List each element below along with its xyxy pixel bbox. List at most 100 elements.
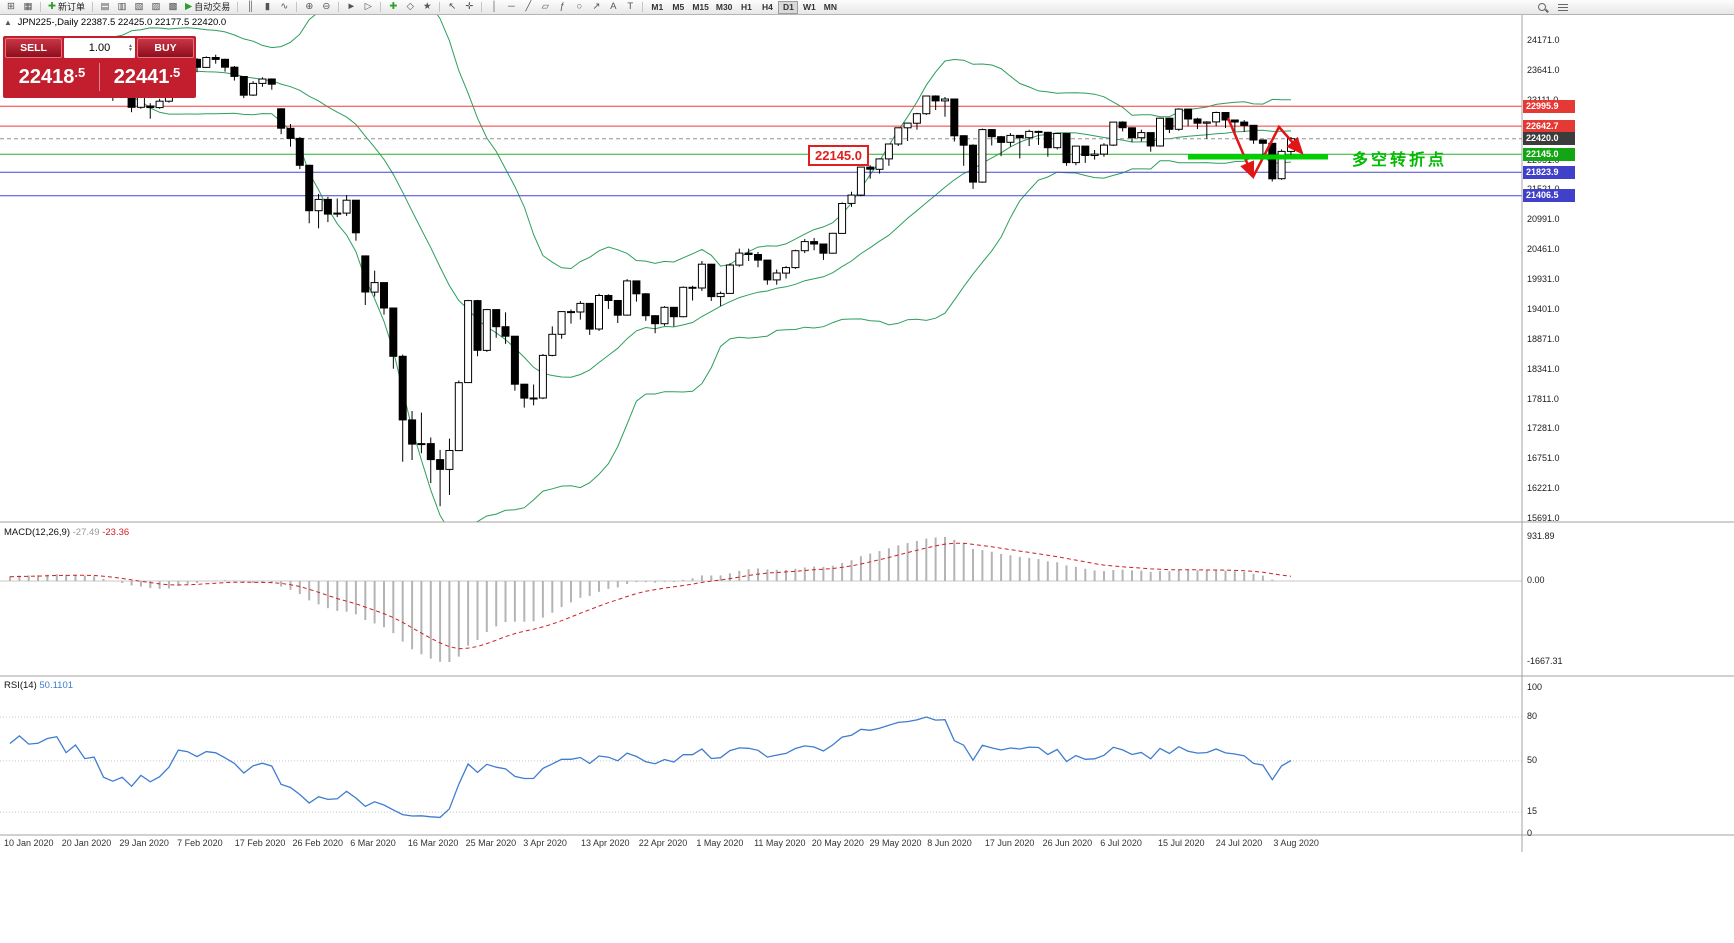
price-axis-tick: 17811.0 (1527, 393, 1559, 404)
date-axis-label: 17 Jun 2020 (984, 838, 1035, 848)
search-icon[interactable] (1534, 1, 1551, 14)
market-watch-icon[interactable]: ▤ (97, 1, 113, 14)
price-tag-22420.0: 22420.0 (1523, 132, 1575, 146)
ellipse-icon: ○ (576, 1, 583, 13)
cursor-icon[interactable]: ↖ (444, 1, 460, 14)
buy-price[interactable]: 22441.5 (113, 65, 181, 88)
price-axis-tick: 24171.0 (1527, 35, 1560, 45)
data-window-icon[interactable]: ▥ (114, 1, 130, 14)
timeframe-w1-button[interactable]: W1 (803, 1, 816, 12)
terminal-icon[interactable]: ▨ (148, 1, 164, 14)
zoom-out-icon: ⊖ (322, 1, 331, 13)
date-axis-label: 20 May 2020 (811, 838, 864, 848)
price-level-annotation[interactable]: 22145.0 (808, 145, 869, 166)
rsi-axis-label: 100 (1527, 681, 1543, 692)
volume-input[interactable]: 1.00 ▲ ▼ (64, 38, 135, 58)
menu-icon[interactable] (1555, 1, 1571, 14)
templates-icon: ★ (423, 1, 432, 13)
sell-price[interactable]: 22418.5 (18, 65, 86, 88)
rsi-line (9, 716, 1292, 819)
timeframe-h1-button[interactable]: H1 (740, 1, 752, 12)
price-axis-tick: 16221.0 (1527, 483, 1560, 494)
zoom-in-icon: ⊕ (305, 1, 314, 13)
auto-trading-button[interactable]: ▶ 自动交易 (182, 1, 233, 14)
date-axis-label: 16 Mar 2020 (407, 838, 459, 848)
toolbar: ⊞ ▦ ✚ 新订单 ▤ ▥ ▧ ▨ ▩ ▶ 自动交易 ║ ▮ ∿ ⊕ ⊖ ► ▷ ✚ ◇ ★ ↖ ✛ │ ─ ╱ ▱ ƒ ○ ↗ A T M1 M… (0, 0, 1734, 15)
chart-shift-icon[interactable]: ▷ (360, 1, 376, 14)
navigator-icon[interactable]: ▧ (131, 1, 147, 14)
toolbar-separator (237, 2, 239, 12)
profiles-icon: ▦ (23, 1, 33, 13)
ohlc-values: 22387.5 22425.0 22177.5 22420.0 (80, 17, 227, 28)
arrows-icon[interactable]: ↗ (588, 1, 604, 14)
auto-trading-label: 自动交易 (194, 1, 231, 12)
strategy-tester-icon: ▩ (168, 1, 178, 13)
text-icon: A (610, 1, 617, 13)
strategy-tester-icon[interactable]: ▩ (165, 1, 181, 14)
price-axis-tick: 16751.0 (1527, 453, 1560, 464)
date-axis-label: 22 Apr 2020 (638, 838, 688, 848)
one-click-collapse-icon[interactable]: ▲ (4, 18, 12, 27)
price-axis-tick: 19931.0 (1527, 274, 1560, 284)
label-icon: T (627, 1, 634, 13)
macd-axis-label: 0.00 (1527, 575, 1545, 585)
trendline-icon: ╱ (525, 1, 532, 13)
chart-symbol-label: ▲ JPN225-,Daily 22387.5 22425.0 22177.5 … (4, 17, 226, 28)
date-axis-label: 11 May 2020 (754, 838, 806, 848)
date-axis-label: 7 Feb 2020 (177, 838, 223, 848)
timeframe-m1-button[interactable]: M1 (651, 1, 664, 12)
channel-icon[interactable]: ▱ (537, 1, 553, 14)
candlestick-series (6, 44, 1295, 507)
timeframe-d1-button[interactable]: D1 (778, 0, 799, 14)
price-axis-tick: 20461.0 (1527, 244, 1560, 255)
zoom-out-icon[interactable]: ⊖ (318, 1, 334, 14)
text-icon[interactable]: A (605, 1, 621, 14)
new-order-button[interactable]: ✚ 新订单 (45, 1, 88, 14)
volume-spinner-icon[interactable]: ▲ ▼ (128, 43, 133, 53)
chart-line-icon[interactable]: ∿ (276, 1, 292, 14)
rsi-axis-label: 15 (1527, 806, 1538, 817)
vertical-line-icon[interactable]: │ (486, 1, 502, 14)
indicators-icon[interactable]: ✚ (385, 1, 401, 14)
auto-scroll-icon: ► (346, 1, 357, 13)
macd-axis-label: 931.89 (1527, 531, 1555, 541)
fibonacci-icon[interactable]: ƒ (554, 1, 570, 14)
horizontal-line-icon[interactable]: ─ (503, 1, 519, 14)
zigzag-arrow-annotation[interactable] (1226, 117, 1255, 180)
ellipse-icon[interactable]: ○ (571, 1, 587, 14)
label-icon[interactable]: T (622, 1, 638, 14)
timeframe-mn-button[interactable]: MN (823, 1, 838, 12)
arrows-icon: ↗ (592, 1, 601, 13)
vertical-line-icon: │ (491, 1, 498, 13)
timeframe-h4-button[interactable]: H4 (761, 1, 773, 12)
templates-icon[interactable]: ★ (419, 1, 435, 14)
navigator-icon: ▧ (134, 1, 144, 13)
price-axis-tick: 20991.0 (1527, 214, 1560, 225)
one-click-trading-panel: SELL 1.00 ▲ ▼ BUY 22418.5 22441.5 (3, 36, 196, 98)
new-chart-icon[interactable]: ⊞ (3, 1, 19, 14)
chart-line-icon: ∿ (280, 1, 289, 13)
periods-icon[interactable]: ◇ (402, 1, 418, 14)
zigzag-arrow-annotation[interactable] (1251, 124, 1304, 178)
auto-scroll-icon[interactable]: ► (343, 1, 359, 14)
rsi-axis-label: 80 (1527, 711, 1538, 722)
date-axis-label: 25 Mar 2020 (465, 838, 517, 848)
trendline-icon[interactable]: ╱ (520, 1, 536, 14)
timeframe-m15-button[interactable]: M15 (692, 1, 709, 12)
timeframe-m5-button[interactable]: M5 (672, 1, 685, 12)
price-axis-tick: 18871.0 (1527, 333, 1560, 344)
price-axis-tick: 19401.0 (1527, 303, 1560, 314)
zoom-in-icon[interactable]: ⊕ (301, 1, 317, 14)
date-axis-label: 26 Feb 2020 (292, 838, 344, 848)
crosshair-icon[interactable]: ✛ (461, 1, 477, 14)
trend-note-annotation[interactable]: 多空转折点 (1352, 152, 1448, 169)
sell-button[interactable]: SELL (5, 38, 62, 58)
chart-bars-icon[interactable]: ║ (242, 1, 258, 14)
buy-button[interactable]: BUY (137, 38, 194, 58)
cursor-icon: ↖ (448, 1, 457, 13)
timeframe-m30-button[interactable]: M30 (715, 1, 733, 12)
crosshair-icon: ✛ (465, 1, 474, 13)
chart-candles-icon[interactable]: ▮ (259, 1, 275, 14)
profiles-icon[interactable]: ▦ (20, 1, 36, 14)
